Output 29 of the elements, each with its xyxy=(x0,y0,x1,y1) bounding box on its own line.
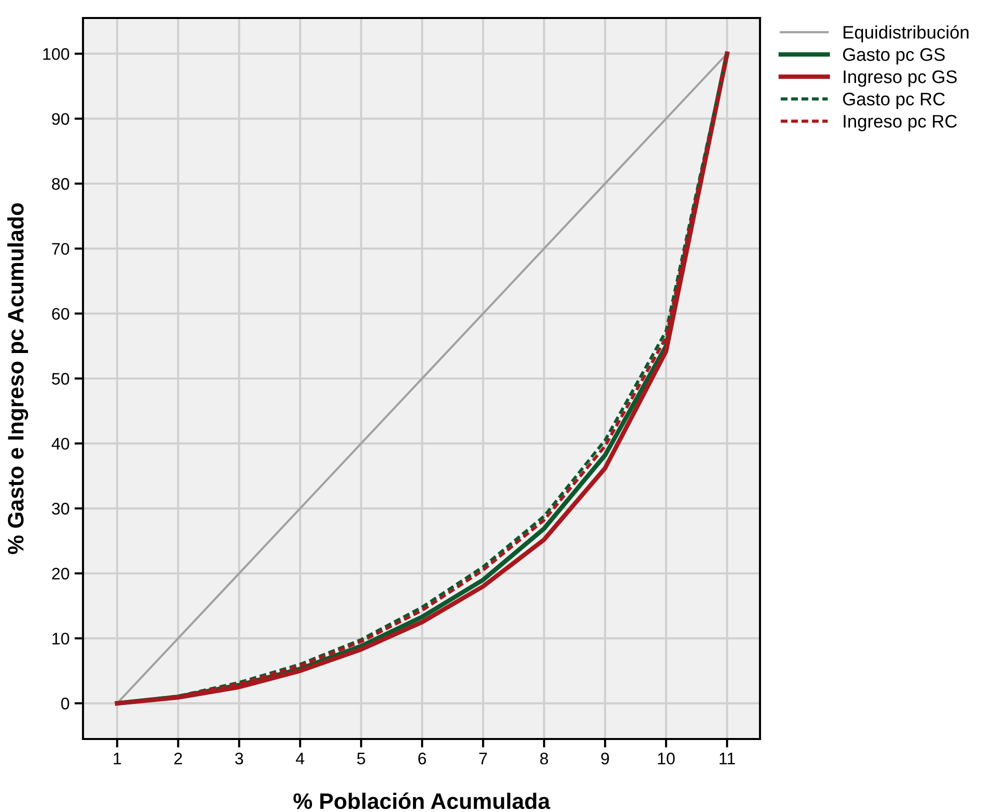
x-tick-label: 5 xyxy=(357,752,366,764)
legend-label: Ingreso pc GS xyxy=(844,70,957,87)
x-axis-title: % Población Acumulada xyxy=(293,792,550,810)
x-tick-label: 3 xyxy=(235,752,244,764)
legend-label: Gasto pc GS xyxy=(843,48,945,65)
x-tick-label: 6 xyxy=(418,752,426,764)
x-tick-label: 11 xyxy=(720,752,735,764)
x-tick-label: 4 xyxy=(296,752,304,764)
x-tick-label: 7 xyxy=(479,752,487,764)
y-tick-label: 100 xyxy=(43,48,70,60)
y-tick-label: 0 xyxy=(61,698,70,710)
x-tick-label: 9 xyxy=(601,752,609,764)
y-axis-title: % Gasto e Ingreso pc Acumulado xyxy=(7,203,28,554)
y-tick-label: 80 xyxy=(52,178,70,190)
x-tick-label: 8 xyxy=(540,752,548,764)
y-tick-label: 60 xyxy=(52,308,70,320)
y-tick-label: 20 xyxy=(52,568,70,580)
y-tick-label: 90 xyxy=(52,113,70,125)
y-tick-label: 10 xyxy=(52,632,70,645)
x-tick-label: 2 xyxy=(174,752,182,764)
y-tick-label: 40 xyxy=(52,438,70,450)
y-tick-label: 50 xyxy=(52,372,70,385)
y-tick-label: 30 xyxy=(52,502,70,515)
legend-label: Equidistribución xyxy=(844,25,968,42)
x-tick-label: 1 xyxy=(114,752,121,764)
legend-label: Gasto pc RC xyxy=(843,92,945,110)
x-tick-label: 10 xyxy=(658,752,675,764)
legend-label: Ingreso pc RC xyxy=(844,114,957,132)
y-tick-label: 70 xyxy=(52,242,70,255)
